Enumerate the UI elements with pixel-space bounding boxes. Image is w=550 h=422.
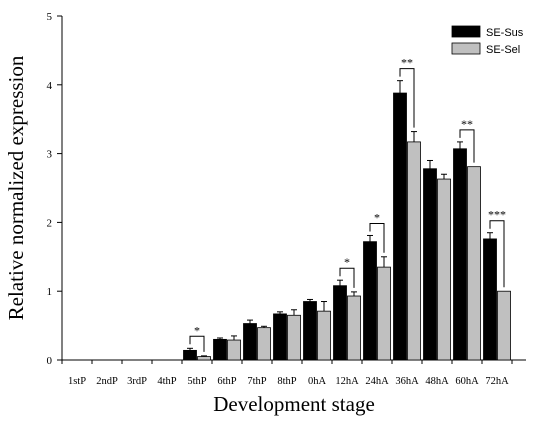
legend: SE-Sus SE-Sel [451, 25, 524, 56]
x-tick-label: 0hA [308, 376, 327, 387]
x-tick-label: 8thP [277, 376, 296, 387]
x-tick-label: 24hA [365, 376, 389, 387]
significance-label: * [344, 255, 350, 269]
significance-bracket [399, 68, 415, 128]
significance-bracket [339, 267, 355, 288]
x-tick-label: 7thP [247, 376, 266, 387]
x-tick-label: 36hA [395, 376, 419, 387]
significance-label: ** [461, 117, 473, 131]
x-tick-label: 5thP [187, 376, 206, 387]
y-tick-label: 4 [47, 80, 53, 92]
bar-se-sus-8thp [273, 313, 287, 361]
significance-bracket [369, 222, 385, 253]
bar-se-sel-48ha [437, 178, 451, 361]
bar-se-sus-24ha [363, 241, 377, 361]
significance-label: ** [401, 56, 413, 70]
significance-bracket [189, 335, 205, 352]
x-tick-label: 6thP [217, 376, 236, 387]
y-axis-title: Relative normalized expression [4, 55, 28, 320]
bar-se-sus-6thp [213, 338, 227, 361]
y-tick-label: 3 [47, 149, 53, 161]
bar-se-sus-12ha [333, 285, 347, 361]
x-tick-label: 3rdP [127, 376, 147, 387]
x-tick-label: 4thP [157, 376, 176, 387]
bar-se-sel-8thp [287, 314, 301, 361]
bar-se-sel-36ha [407, 141, 421, 361]
bar-se-sus-60ha [453, 148, 467, 361]
bar-se-sel-6thp [227, 339, 241, 361]
bar-se-sel-5thp [197, 356, 211, 361]
x-tick-label: 48hA [425, 376, 449, 387]
y-tick-label: 0 [47, 355, 53, 367]
bar-se-sel-60ha [467, 166, 481, 361]
y-tick-label: 1 [47, 286, 53, 298]
x-tick-label: 1stP [68, 376, 86, 387]
x-axis-title: Development stage [213, 392, 375, 416]
bar-se-sel-12ha [347, 295, 361, 361]
plot-area: 0 1 2 3 4 5 1stP 2ndP 3rdP 4thP 5thP 6thP 7thP 8thP 0h… [47, 11, 526, 387]
bar-se-sus-48ha [423, 168, 437, 361]
bar-se-sel-24ha [377, 266, 391, 361]
x-tick-label: 12hA [335, 376, 359, 387]
x-tick-label: 2ndP [96, 376, 118, 387]
bar-se-sus-5thp [183, 349, 197, 361]
bar-se-sus-7thp [243, 323, 257, 361]
x-tick-label: 72hA [485, 376, 509, 387]
y-tick-label: 5 [47, 11, 53, 23]
significance-label: * [194, 323, 200, 337]
legend-label-se-sus: SE-Sus [486, 27, 524, 39]
bar-se-sel-0ha [317, 310, 331, 361]
significance-label: * [374, 210, 380, 224]
x-tick-label: 60hA [455, 376, 479, 387]
significance-label: *** [488, 208, 506, 222]
significance-bracket [459, 129, 475, 163]
significance-bracket [489, 220, 505, 288]
legend-swatch-se-sus [451, 25, 481, 38]
bar-se-sel-72ha [497, 290, 511, 361]
bar-se-sus-36ha [393, 92, 407, 361]
legend-label-se-sel: SE-Sel [486, 44, 520, 56]
bar-se-sus-0ha [303, 301, 317, 361]
legend-swatch-se-sel [451, 42, 481, 55]
bar-se-sel-7thp [257, 327, 271, 361]
y-tick-label: 2 [47, 217, 53, 229]
bar-se-sus-72ha [483, 238, 497, 361]
